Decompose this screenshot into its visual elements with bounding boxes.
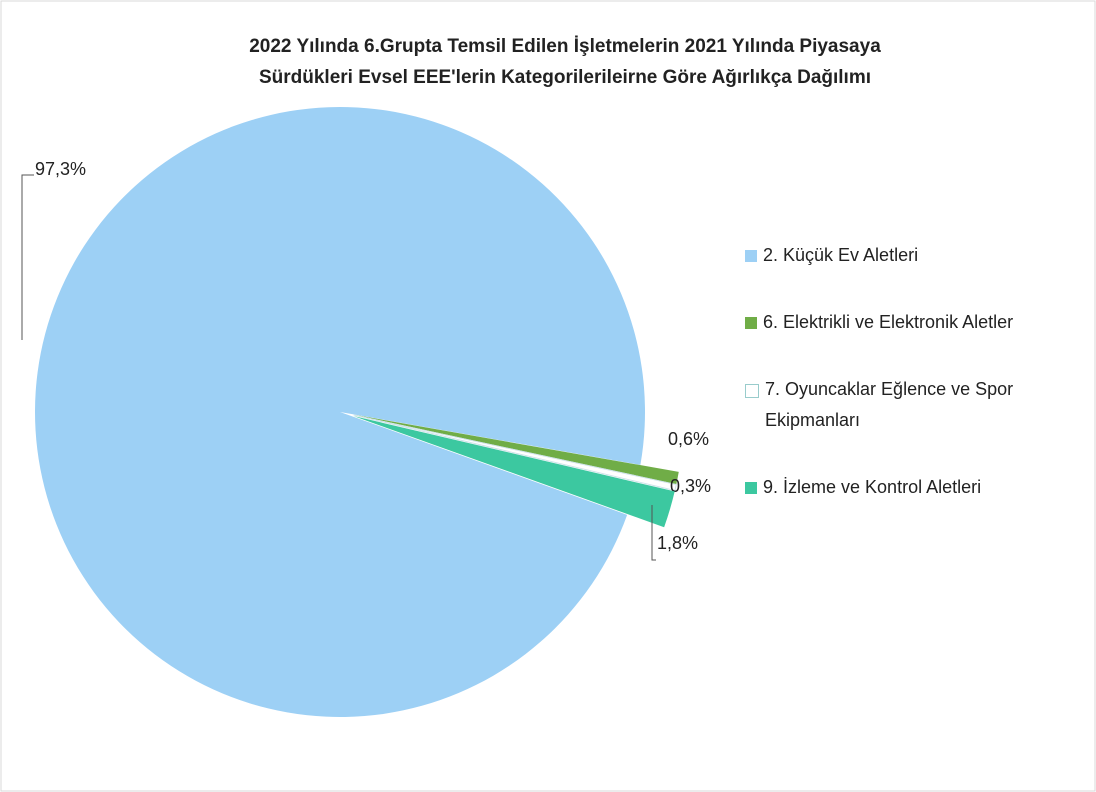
pie-slice (353, 415, 675, 528)
legend-item: 9. İzleme ve Kontrol Aletleri (745, 472, 1075, 503)
legend-label: 9. İzleme ve Kontrol Aletleri (763, 477, 982, 497)
legend: 2. Küçük Ev Aletleri 6. Elektrikli ve Ele… (745, 240, 1075, 539)
legend-label: 2. Küçük Ev Aletleri (763, 245, 919, 265)
pie-slice (353, 414, 677, 492)
legend-swatch (745, 250, 757, 262)
pie-slice (35, 106, 646, 717)
leader-line (651, 505, 656, 561)
data-label: 0,3% (670, 476, 711, 496)
legend-swatch (745, 384, 759, 398)
legend-item: 2. Küçük Ev Aletleri (745, 240, 1075, 271)
legend-swatch (745, 482, 757, 494)
data-label: 1,8% (657, 533, 698, 553)
data-label: 0,6% (668, 429, 709, 449)
chart-title: Sürdükleri Evsel EEE'lerin Kategorileril… (259, 67, 871, 88)
legend-item: 6. Elektrikli ve Elektronik Aletler (745, 307, 1075, 338)
legend-item: 7. Oyuncaklar Eğlence ve Spor Ekipmanlar… (745, 374, 1075, 436)
legend-swatch (745, 317, 757, 329)
pie-slice (353, 414, 679, 485)
chart-title: 2022 Yılında 6.Grupta Temsil Edilen İşle… (249, 36, 881, 57)
leader-line (21, 174, 34, 340)
legend-label: 6. Elektrikli ve Elektronik Aletler (763, 312, 1014, 332)
data-label: 97,3% (35, 159, 86, 179)
legend-label: 7. Oyuncaklar Eğlence ve Spor Ekipmanlar… (765, 379, 1014, 430)
